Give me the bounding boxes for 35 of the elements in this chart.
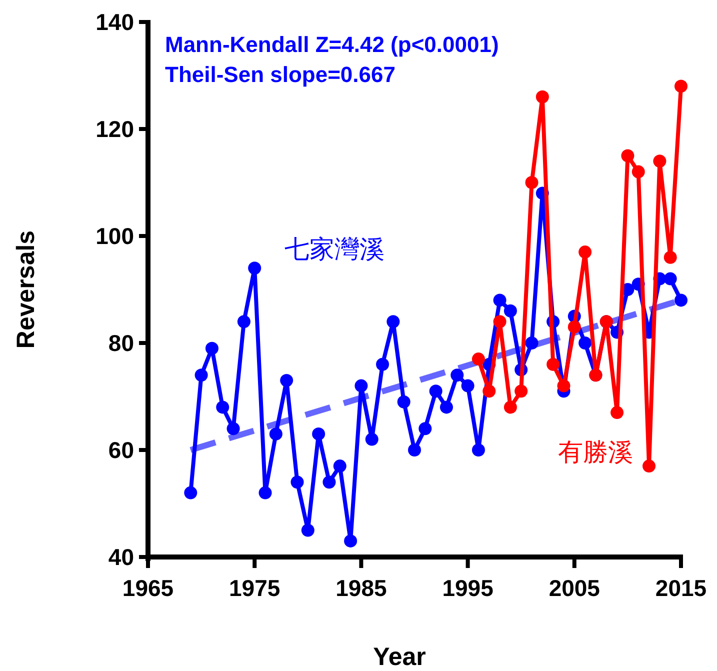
point <box>621 149 634 162</box>
x-tick-label: 1975 <box>229 575 280 601</box>
point <box>301 524 314 537</box>
series-label: 七家灣溪 <box>284 235 385 264</box>
y-tick-label: 100 <box>96 223 134 249</box>
point <box>322 476 336 489</box>
point <box>258 486 272 500</box>
point <box>333 460 346 473</box>
y-tick-label: 40 <box>108 544 134 570</box>
x-tick-label: 2005 <box>548 575 600 601</box>
point <box>632 165 645 178</box>
point <box>525 176 538 189</box>
point <box>184 486 198 500</box>
y-tick-label: 120 <box>96 116 134 142</box>
point <box>674 80 688 93</box>
y-tick-label: 60 <box>108 437 134 463</box>
annotation: Theil-Sen slope=0.667 <box>165 62 396 87</box>
point <box>664 272 677 286</box>
point <box>578 246 592 259</box>
point <box>290 476 304 489</box>
y-axis-title: Reversals <box>12 230 40 349</box>
x-tick-label: 1995 <box>442 575 494 601</box>
x-axis-title: Year <box>373 643 426 671</box>
y-tick-label: 80 <box>108 330 134 356</box>
point <box>536 90 549 104</box>
y-tick-label: 140 <box>96 9 134 35</box>
x-tick-label: 1985 <box>336 575 387 601</box>
x-tick-label: 1965 <box>122 575 174 601</box>
point <box>664 250 677 264</box>
point <box>642 460 656 473</box>
point <box>653 154 666 168</box>
point <box>248 262 262 275</box>
point <box>344 534 358 548</box>
annotation: Mann-Kendall Z=4.42 (p<0.0001) <box>165 32 499 57</box>
x-tick-label: 2015 <box>655 575 707 601</box>
